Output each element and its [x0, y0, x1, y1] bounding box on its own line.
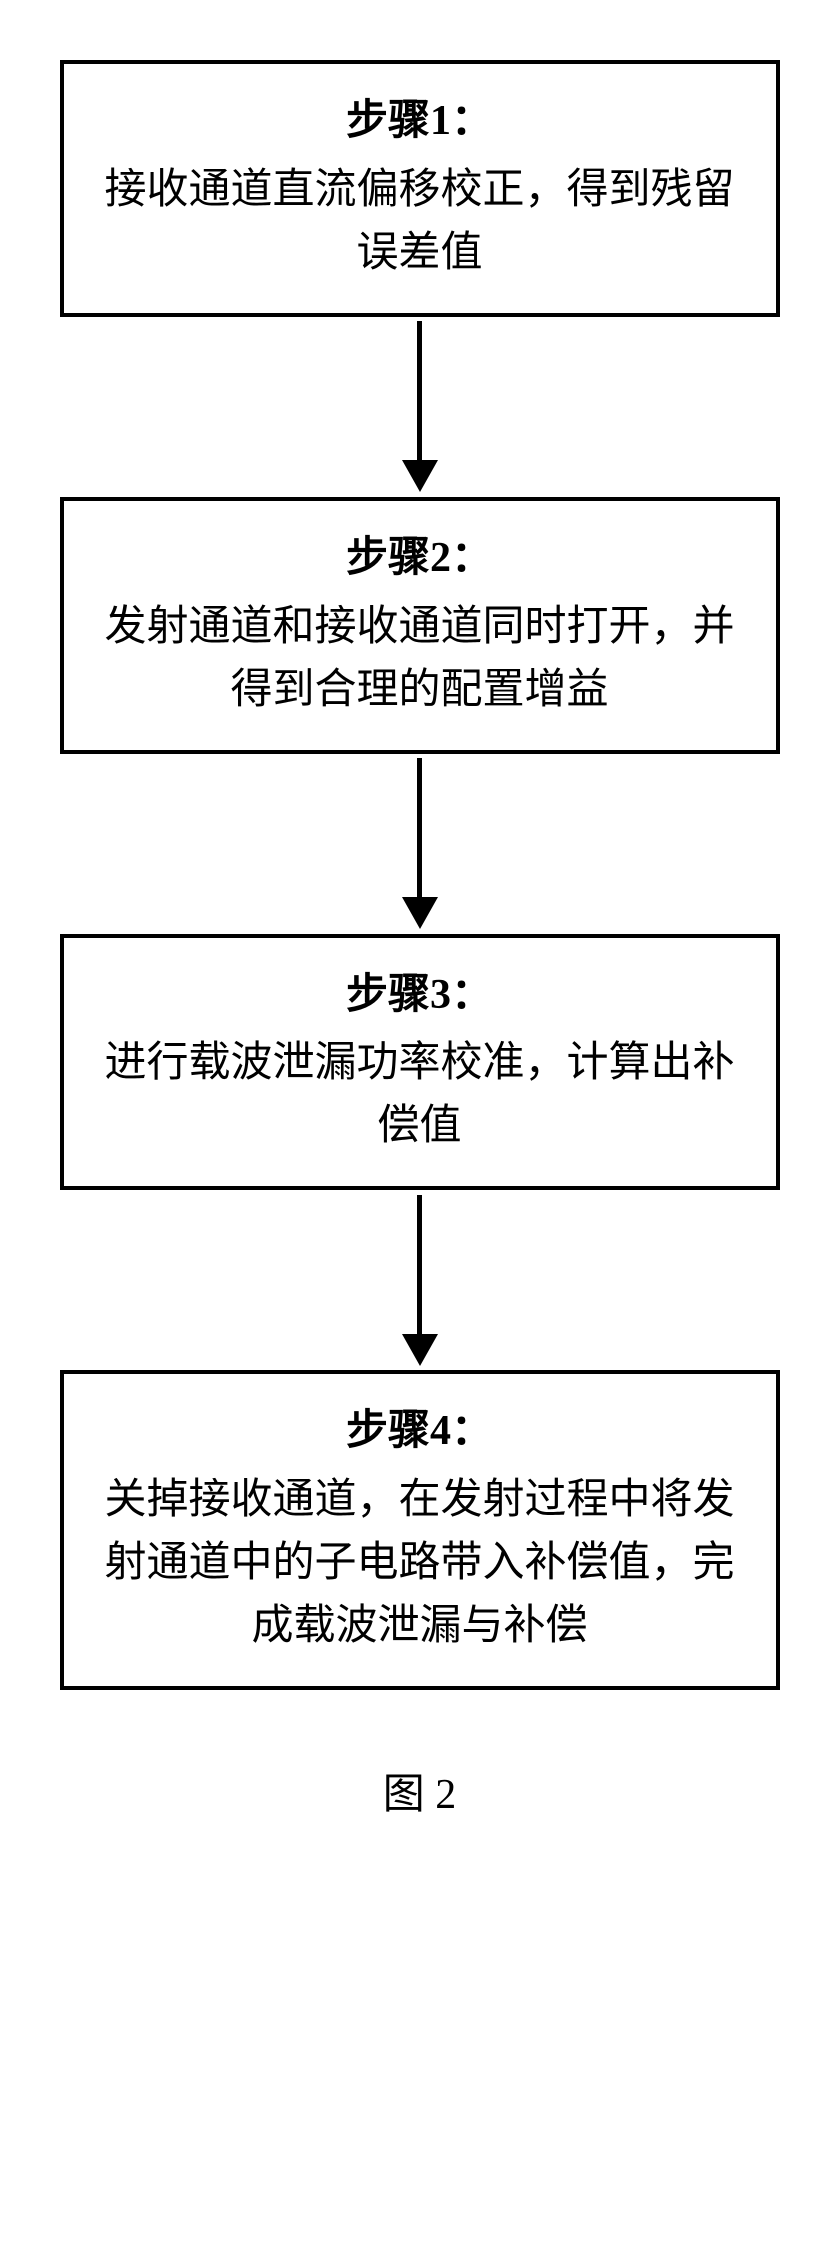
arrow-head-icon [402, 460, 438, 492]
step-2-title: 步骤2： [96, 529, 744, 588]
arrow-head-icon [402, 897, 438, 929]
arrow-line [417, 758, 422, 898]
step-4-box: 步骤4： 关掉接收通道，在发射过程中将发射通道中的子电路带入补偿值，完成载波泄漏… [60, 1370, 780, 1690]
step-4-title: 步骤4： [96, 1402, 744, 1461]
step-4-desc: 关掉接收通道，在发射过程中将发射通道中的子电路带入补偿值，完成载波泄漏与补偿 [96, 1469, 744, 1658]
flowchart-container: 步骤1： 接收通道直流偏移校正，得到残留误差值 步骤2： 发射通道和接收通道同时… [60, 60, 780, 1690]
step-2-box: 步骤2： 发射通道和接收通道同时打开，并得到合理的配置增益 [60, 497, 780, 754]
step-1-title: 步骤1： [96, 92, 744, 151]
step-3-title: 步骤3： [96, 966, 744, 1025]
step-1-box: 步骤1： 接收通道直流偏移校正，得到残留误差值 [60, 60, 780, 317]
arrow-1 [402, 317, 438, 497]
arrow-line [417, 1195, 422, 1335]
step-1-desc: 接收通道直流偏移校正，得到残留误差值 [96, 159, 744, 285]
arrow-3 [402, 1190, 438, 1370]
figure-label: 图 2 [383, 1760, 457, 1821]
step-3-desc: 进行载波泄漏功率校准，计算出补偿值 [96, 1032, 744, 1158]
step-3-box: 步骤3： 进行载波泄漏功率校准，计算出补偿值 [60, 934, 780, 1191]
arrow-head-icon [402, 1334, 438, 1366]
arrow-2 [402, 754, 438, 934]
step-2-desc: 发射通道和接收通道同时打开，并得到合理的配置增益 [96, 596, 744, 722]
arrow-line [417, 321, 422, 461]
